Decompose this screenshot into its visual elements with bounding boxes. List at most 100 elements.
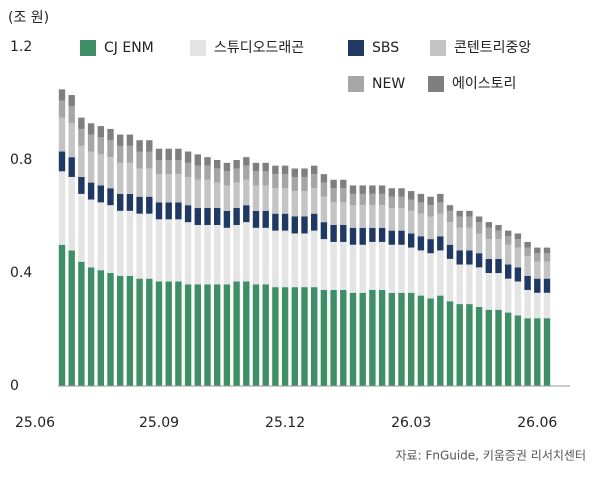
- bar-segment: [87, 182, 95, 200]
- bar-segment: [301, 287, 308, 386]
- legend-label: SBS: [372, 40, 399, 56]
- bar-segment: [417, 202, 425, 214]
- y-tick-label: 0.4: [10, 265, 32, 281]
- bar-segment: [330, 179, 337, 189]
- bar-segment: [243, 157, 250, 166]
- bar-segment: [495, 309, 502, 386]
- bar-segment: [427, 298, 434, 386]
- bar-segment: [126, 193, 134, 211]
- bar-segment: [301, 191, 308, 217]
- bar-segment: [136, 213, 143, 279]
- bar-segment: [417, 295, 425, 386]
- bar-segment: [456, 227, 463, 251]
- bar-segment: [437, 250, 444, 296]
- bar-segment: [68, 250, 75, 386]
- bar-segment: [475, 306, 483, 386]
- bar-segment: [97, 154, 104, 186]
- bar-segment: [340, 202, 347, 225]
- bar-segment: [311, 213, 318, 231]
- bar-segment: [155, 202, 163, 220]
- bar-segment: [388, 244, 395, 293]
- bar-segment: [320, 239, 328, 290]
- bar-segment: [466, 264, 473, 305]
- bar-segment: [514, 281, 522, 316]
- bar-segment: [349, 244, 357, 293]
- bar-segment: [204, 208, 211, 225]
- bar-segment: [534, 292, 541, 319]
- bar-segment: [543, 278, 551, 293]
- bar-segment: [340, 188, 347, 203]
- bar-segment: [456, 250, 463, 265]
- bar-segment: [272, 174, 279, 189]
- bar-segment: [87, 267, 95, 386]
- bar-segment: [408, 191, 415, 200]
- bar-segment: [320, 196, 328, 223]
- bar-segment: [223, 171, 231, 186]
- legend-swatch: [428, 76, 444, 92]
- bar-segment: [340, 179, 347, 189]
- bar-segment: [369, 289, 376, 386]
- bar-segment: [330, 289, 337, 386]
- bar-segment: [359, 244, 366, 293]
- bar-segment: [78, 176, 85, 194]
- bar-segment: [320, 182, 328, 197]
- bar-segment: [475, 267, 483, 307]
- bar-segment: [505, 244, 512, 265]
- bar-segment: [437, 295, 444, 386]
- bar-segment: [320, 289, 328, 386]
- bar-segment: [58, 117, 66, 152]
- bar-segment: [388, 208, 395, 231]
- bar-segment: [495, 239, 502, 259]
- bar-segment: [272, 165, 279, 175]
- bar-segment: [311, 287, 318, 386]
- bar-segment: [291, 216, 298, 234]
- bar-segment: [524, 247, 531, 257]
- bar-segment: [388, 196, 395, 209]
- bar-segment: [330, 224, 337, 242]
- bar-segment: [175, 281, 182, 386]
- bar-segment: [543, 253, 551, 262]
- bar-segment: [136, 151, 143, 169]
- bar-segment: [349, 185, 357, 194]
- bar-segment: [408, 210, 415, 234]
- bar-segment: [97, 270, 104, 386]
- legend-label: 콘텐트리중앙: [454, 40, 531, 56]
- source: 자료: FnGuide, 키움증권 리서치센터: [396, 449, 587, 463]
- bar-segment: [281, 174, 289, 189]
- bar-segment: [165, 281, 172, 386]
- bar-segment: [320, 222, 328, 240]
- bar-segment: [155, 160, 163, 175]
- bar-segment: [378, 193, 386, 206]
- bar-segment: [359, 205, 366, 228]
- bar-segment: [272, 287, 279, 386]
- bar-segment: [408, 233, 415, 248]
- bar-segment: [58, 151, 66, 172]
- bar-segment: [388, 292, 395, 386]
- bar-segment: [223, 162, 231, 172]
- bar-segment: [398, 188, 405, 197]
- legend-label: 스튜디오드래곤: [214, 40, 304, 56]
- bar-segment: [194, 224, 201, 285]
- bar-segment: [505, 278, 512, 313]
- bar-segment: [117, 134, 124, 146]
- bar-segment: [184, 151, 192, 163]
- bar-segment: [58, 244, 66, 386]
- x-tick-label: 25.12: [265, 415, 305, 431]
- bar-segment: [408, 199, 415, 211]
- bar-segment: [175, 202, 182, 220]
- bar-segment: [543, 318, 551, 386]
- bar-segment: [291, 233, 298, 288]
- bar-segment: [495, 273, 502, 310]
- bar-segment: [155, 174, 163, 203]
- bar-segment: [524, 318, 531, 386]
- bar-segment: [446, 244, 454, 259]
- bar-segment: [281, 230, 289, 288]
- bar-segment: [534, 278, 541, 293]
- bar-segment: [272, 188, 279, 214]
- bar-segment: [252, 284, 260, 386]
- bar-segment: [155, 281, 163, 386]
- bar-segment: [534, 247, 541, 254]
- bar-segment: [223, 210, 231, 228]
- bar-segment: [446, 205, 454, 211]
- x-tick-label: 26.06: [517, 415, 557, 431]
